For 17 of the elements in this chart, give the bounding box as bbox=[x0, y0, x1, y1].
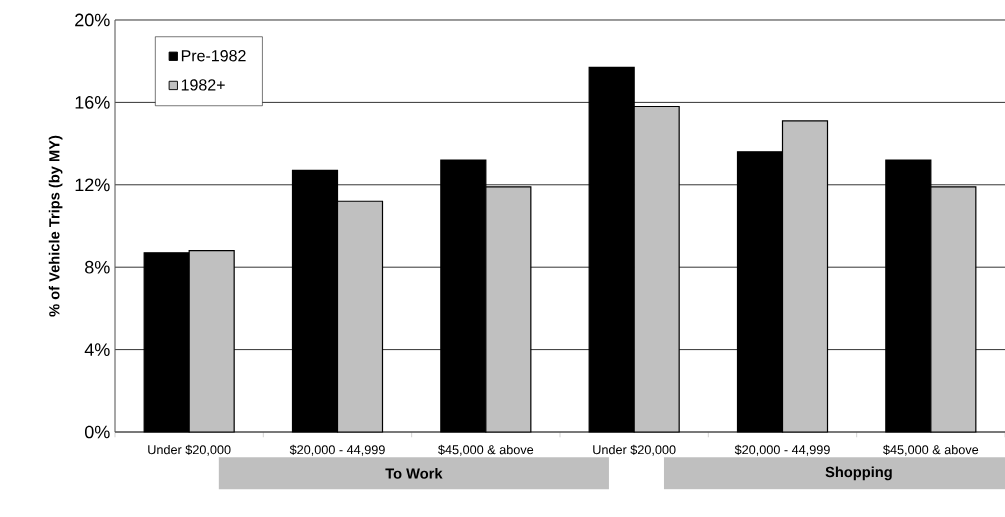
text: Shopping bbox=[825, 466, 892, 481]
y-tick-label: 16% bbox=[75, 96, 110, 109]
text: To Work bbox=[385, 467, 443, 479]
y-tick-label: 20% bbox=[75, 13, 110, 27]
x-tick-label: Under $20,000 bbox=[148, 444, 231, 456]
x-tick-label: Under $20,000 bbox=[593, 444, 676, 456]
legend-label: Pre-1982 bbox=[181, 50, 246, 62]
x-tick-label: $20,000 - 44,999 bbox=[734, 444, 830, 456]
x-tick-label: $20,000 - 44,999 bbox=[289, 444, 385, 456]
y-tick-label: 0% bbox=[84, 425, 110, 439]
x-tick-label: $45,000 & above bbox=[883, 444, 979, 456]
y-tick-label: 8% bbox=[85, 260, 110, 274]
y-tick-label: 4% bbox=[84, 343, 110, 356]
x-tick-label: $45,000 & above bbox=[438, 444, 534, 456]
y-axis-title: % of Vehicle Trips (by MY) bbox=[48, 135, 63, 317]
legend-label: 1982+ bbox=[181, 79, 225, 91]
y-tick-label: 12% bbox=[75, 178, 110, 192]
